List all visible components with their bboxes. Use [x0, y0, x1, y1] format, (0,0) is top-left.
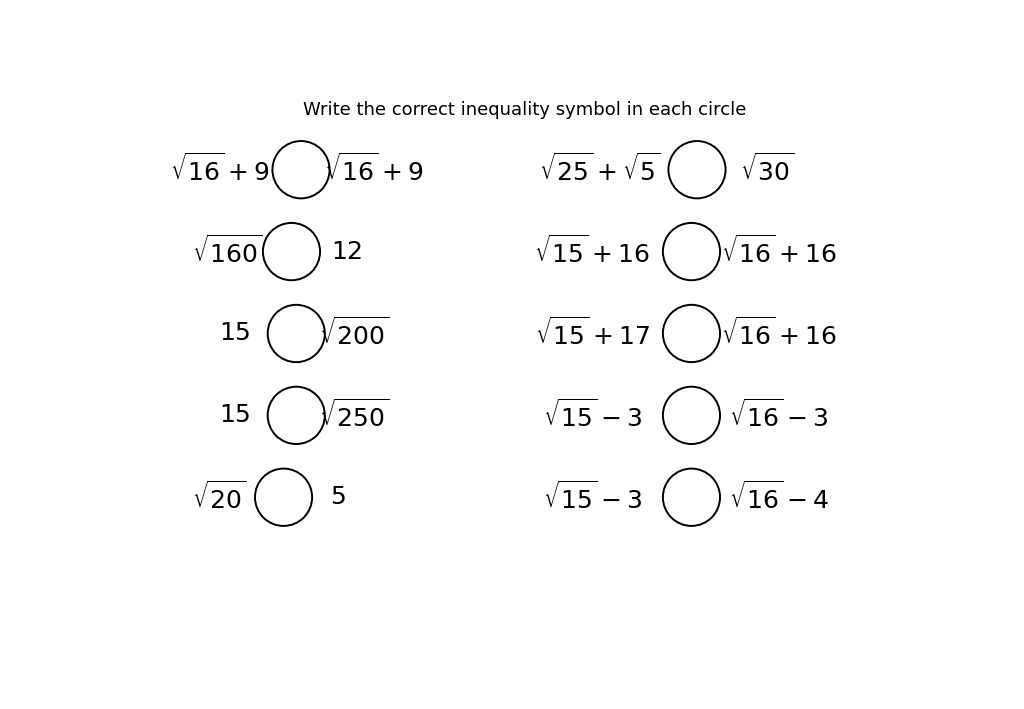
Text: $\sqrt{15} + 17$: $\sqrt{15} + 17$ [535, 317, 649, 350]
Text: $\sqrt{16} + 16$: $\sqrt{16} + 16$ [721, 235, 837, 268]
Text: $12$: $12$ [331, 240, 361, 264]
Text: $\sqrt{16} + 9$: $\sqrt{16} + 9$ [325, 153, 424, 186]
Text: $\sqrt{20}$: $\sqrt{20}$ [191, 481, 247, 513]
Text: $\sqrt{250}$: $\sqrt{250}$ [318, 399, 389, 432]
Text: $\sqrt{160}$: $\sqrt{160}$ [191, 235, 262, 268]
Text: $\sqrt{15} - 3$: $\sqrt{15} - 3$ [543, 481, 642, 513]
Text: $5$: $5$ [331, 485, 346, 509]
Text: $\sqrt{15} - 3$: $\sqrt{15} - 3$ [543, 399, 642, 432]
Text: $\sqrt{16} + 16$: $\sqrt{16} + 16$ [721, 317, 837, 350]
Text: $\sqrt{16} + 9$: $\sqrt{16} + 9$ [170, 153, 269, 186]
Text: $\sqrt{15} + 16$: $\sqrt{15} + 16$ [535, 235, 650, 268]
Text: $\sqrt{16} - 3$: $\sqrt{16} - 3$ [729, 399, 828, 432]
Text: Write the correct inequality symbol in each circle: Write the correct inequality symbol in e… [303, 101, 746, 118]
Text: $\sqrt{30}$: $\sqrt{30}$ [739, 153, 795, 186]
Text: $\sqrt{25} + \sqrt{5}$: $\sqrt{25} + \sqrt{5}$ [540, 153, 662, 186]
Text: $\sqrt{200}$: $\sqrt{200}$ [318, 317, 389, 350]
Text: $\sqrt{16} - 4$: $\sqrt{16} - 4$ [729, 481, 828, 513]
Text: $15$: $15$ [219, 403, 251, 428]
Text: $15$: $15$ [219, 321, 251, 345]
